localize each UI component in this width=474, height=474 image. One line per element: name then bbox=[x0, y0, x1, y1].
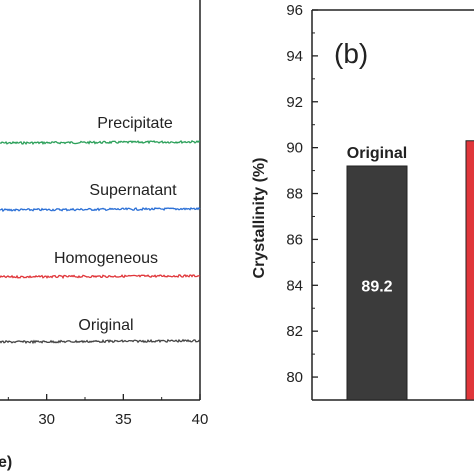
panel-b-y-tick-label: 80 bbox=[286, 369, 303, 386]
panel-a-x-tick-label: 40 bbox=[192, 411, 209, 428]
panel-b-y-axis-label: Crystallinity (%) bbox=[251, 158, 268, 279]
panel-a-series-label: Supernatant bbox=[89, 182, 177, 199]
panel-b-y-tick-label: 84 bbox=[286, 277, 303, 294]
panel-a-series-line bbox=[0, 274, 201, 280]
panel-b-y-tick-label: 82 bbox=[286, 323, 303, 340]
panel-a-series-label: Precipitate bbox=[97, 115, 173, 132]
panel-b-bar-category-label: Original bbox=[347, 145, 407, 162]
panel-a-x-axis-label: e) bbox=[0, 454, 12, 471]
panel-a-series-label: Homogeneous bbox=[54, 250, 158, 267]
panel-b-y-tick-label: 90 bbox=[286, 140, 303, 157]
panel-b-label: (b) bbox=[334, 38, 368, 69]
panel-a-series-label: Original bbox=[78, 317, 133, 334]
panel-a-series-line bbox=[0, 338, 201, 345]
panel-b-bar-value-label: 89.2 bbox=[361, 278, 392, 295]
panel-a-series-line bbox=[0, 206, 201, 213]
panel-a-x-tick-label: 30 bbox=[38, 411, 55, 428]
panel-b-y-tick-label: 88 bbox=[286, 186, 303, 203]
panel-a-xrd: 30 35 40 Precipitate Supernatant Homogeneous… bbox=[0, 0, 208, 471]
panel-b-bar bbox=[465, 140, 474, 401]
panel-b-y-tick-label: 94 bbox=[286, 48, 303, 65]
panel-b-bar bbox=[346, 165, 408, 401]
panel-b-y-tick-label: 92 bbox=[286, 94, 303, 111]
panel-a-x-tick-label: 35 bbox=[115, 411, 132, 428]
panel-b-y-tick-label: 96 bbox=[286, 2, 303, 19]
panel-b-y-tick-label: 86 bbox=[286, 231, 303, 248]
panel-a-series-line bbox=[0, 139, 201, 146]
